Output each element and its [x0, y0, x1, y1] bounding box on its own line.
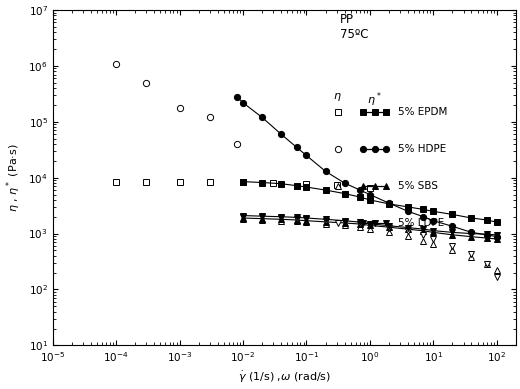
Text: $\eta$: $\eta$: [333, 91, 342, 103]
Text: PP
75ºC: PP 75ºC: [340, 13, 368, 41]
Text: 5% LDPE: 5% LDPE: [398, 218, 444, 228]
X-axis label: $\dot{\gamma}$ (1/s) ,$\omega$ (rad/s): $\dot{\gamma}$ (1/s) ,$\omega$ (rad/s): [238, 370, 331, 385]
Text: 5% HDPE: 5% HDPE: [398, 144, 446, 154]
Text: $\eta^*$: $\eta^*$: [367, 91, 382, 109]
Y-axis label: $\eta$ , $\eta^*$ (Pa·s): $\eta$ , $\eta^*$ (Pa·s): [4, 144, 23, 212]
Text: 5% EPDM: 5% EPDM: [398, 107, 447, 117]
Text: 5% SBS: 5% SBS: [398, 181, 438, 191]
